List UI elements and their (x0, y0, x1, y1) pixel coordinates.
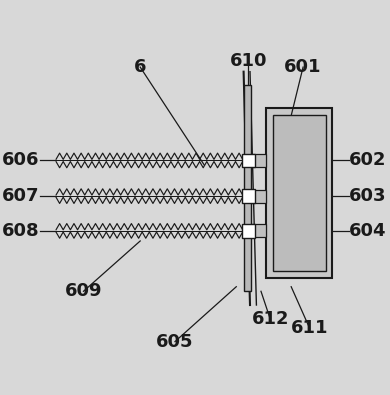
Bar (244, 85, 251, 291)
Text: 602: 602 (349, 151, 386, 169)
Bar (266, 108, 332, 278)
Bar (242, 154, 255, 167)
Bar (251, 190, 266, 203)
Text: 606: 606 (2, 151, 39, 169)
Text: 6: 6 (134, 58, 147, 76)
Bar (242, 189, 255, 203)
Text: 604: 604 (349, 222, 386, 240)
Text: 611: 611 (291, 319, 328, 337)
Text: 612: 612 (252, 310, 289, 328)
Text: 608: 608 (2, 222, 39, 240)
Text: 601: 601 (284, 58, 322, 76)
Bar (273, 115, 326, 271)
Text: 609: 609 (65, 282, 102, 300)
Bar (242, 224, 255, 238)
Text: 605: 605 (156, 333, 194, 351)
Text: 610: 610 (229, 52, 267, 70)
Bar (251, 154, 266, 167)
Text: 603: 603 (349, 187, 386, 205)
Text: 607: 607 (2, 187, 39, 205)
Bar (251, 224, 266, 237)
